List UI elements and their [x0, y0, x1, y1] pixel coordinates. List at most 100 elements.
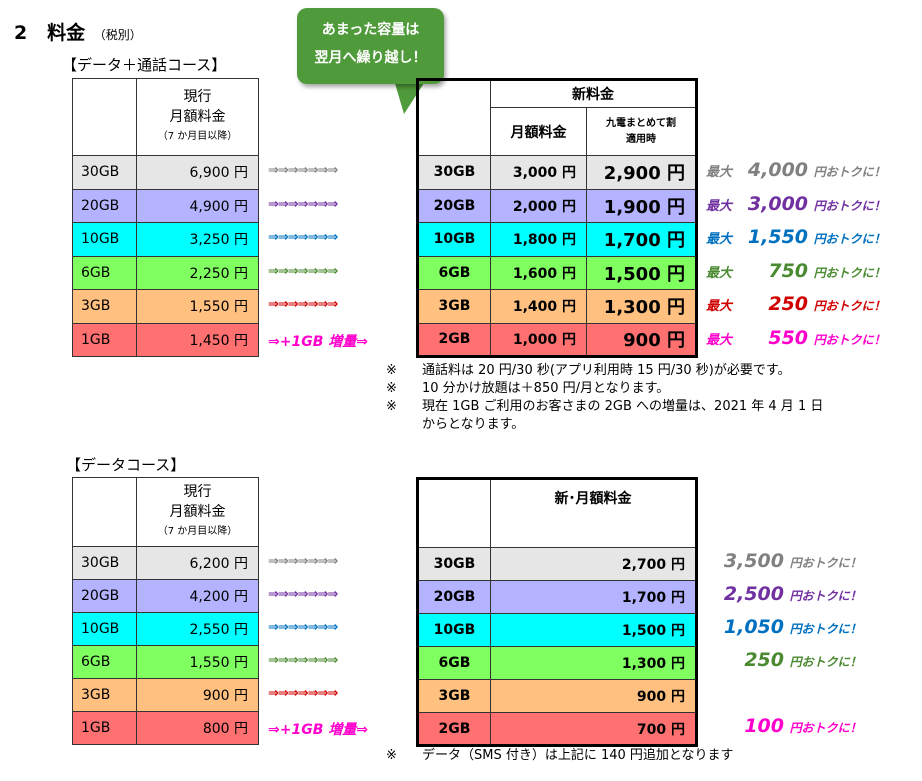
- current-price: 2,250 円: [136, 255, 259, 290]
- new-price: 900 円: [490, 679, 697, 713]
- current-gb: 1GB: [72, 322, 137, 357]
- table-row: 30GB 6,200 円: [72, 546, 259, 580]
- current-gb: 6GB: [72, 645, 137, 679]
- header-line-1: 現行: [183, 89, 212, 105]
- new-gb: 3GB: [417, 289, 491, 324]
- data-course-title: 【データコース】: [66, 456, 186, 474]
- new-gb: 2GB: [417, 322, 491, 357]
- table-row: 6GB 1,300 円: [417, 646, 697, 680]
- arrow-icons: ⇒⇒⇒⇒⇒⇒⇒: [268, 230, 338, 245]
- new-price: 1,500 円: [490, 613, 697, 647]
- discount-price: 1,700 円: [586, 222, 697, 257]
- new-gb: 2GB: [417, 712, 491, 746]
- current-price: 6,200 円: [136, 546, 259, 580]
- table-row: 3GB 1,400 円 1,300 円: [417, 289, 697, 324]
- savings-label: 1,050 円おトクに！: [723, 616, 862, 638]
- data-current-header: 現行 月額料金 （7 か月目以降）: [136, 477, 259, 547]
- savings-label: 100 円おトクに！: [744, 715, 862, 737]
- discount-price: 2,900 円: [586, 155, 697, 190]
- table-row: 3GB 900 円: [72, 678, 259, 712]
- current-gb: 20GB: [72, 579, 137, 613]
- current-gb: 3GB: [72, 678, 137, 712]
- new-gb: 6GB: [417, 646, 491, 680]
- table-row: 20GB 1,700 円: [417, 580, 697, 614]
- current-price: 1,450 円: [136, 322, 259, 357]
- voice-current-header: 現行 月額料金 （7 か月目以降）: [136, 78, 259, 156]
- savings-label: 3,500 円おトクに！: [723, 550, 862, 572]
- voice-current-header-empty: [72, 78, 137, 156]
- current-price: 3,250 円: [136, 222, 259, 257]
- arrow-icons: ⇒⇒⇒⇒⇒⇒⇒: [268, 554, 338, 569]
- voice-notes: ※ 通話料は 20 円/30 秒(アプリ利用時 15 円/30 秒)が必要です。 …: [386, 362, 906, 434]
- voice-current-table: 現行 月額料金 （7 か月目以降） 30GB 6,900 円 20GB 4,900 円…: [72, 78, 259, 357]
- savings-label: 最大 4,000 円おトクに！: [706, 159, 886, 181]
- discount-price: 1,900 円: [586, 188, 697, 223]
- table-row: 10GB 1,800 円 1,700 円: [417, 222, 697, 257]
- note-1: ※ 通話料は 20 円/30 秒(アプリ利用時 15 円/30 秒)が必要です。: [386, 363, 791, 378]
- new-price: 700 円: [490, 712, 697, 746]
- new-gb: 30GB: [417, 547, 491, 581]
- data-notes: ※ データ（SMS 付き）は上記に 140 円追加となります: [386, 747, 906, 765]
- new-price: 1,700 円: [490, 580, 697, 614]
- voice-new-header-empty: [417, 79, 491, 156]
- current-gb: 30GB: [72, 546, 137, 580]
- arrow-icons: ⇒⇒⇒⇒⇒⇒⇒: [268, 587, 338, 602]
- current-price: 4,900 円: [136, 188, 259, 223]
- new-price: 1,600 円: [490, 255, 587, 290]
- table-row: 30GB 6,900 円: [72, 155, 259, 190]
- header-line-2: 月額料金: [169, 504, 226, 520]
- discount-price: 1,300 円: [586, 289, 697, 324]
- data-new-header-empty: [417, 478, 491, 548]
- discount-price: 1,500 円: [586, 255, 697, 290]
- current-price: 900 円: [136, 678, 259, 712]
- discount-line-1: 九電まとめて割: [606, 117, 676, 129]
- current-price: 1,550 円: [136, 289, 259, 324]
- note-3-cont: からとなります。: [422, 417, 525, 432]
- increase-arrow-label: ⇒+1GB 増量⇒: [268, 722, 368, 738]
- data-current-header-empty: [72, 477, 137, 547]
- table-row: 10GB 2,550 円: [72, 612, 259, 646]
- table-row: 3GB 1,550 円: [72, 289, 259, 324]
- voice-new-title: 新料金: [490, 79, 697, 108]
- increase-arrow-label: ⇒+1GB 増量⇒: [268, 333, 368, 350]
- table-row: 10GB 1,500 円: [417, 613, 697, 647]
- arrow-icons: ⇒⇒⇒⇒⇒⇒⇒: [268, 163, 338, 178]
- current-gb: 20GB: [72, 188, 137, 223]
- new-gb: 20GB: [417, 188, 491, 223]
- header-line-3: （7 か月目以降）: [157, 526, 238, 537]
- header-line-1: 現行: [183, 484, 212, 500]
- current-price: 6,900 円: [136, 155, 259, 190]
- table-row: 10GB 3,250 円: [72, 222, 259, 257]
- new-gb: 6GB: [417, 255, 491, 290]
- new-price: 1,300 円: [490, 646, 697, 680]
- new-price: 2,000 円: [490, 188, 587, 223]
- table-row: 30GB 3,000 円 2,900 円: [417, 155, 697, 190]
- new-gb: 10GB: [417, 222, 491, 257]
- note-2: ※ 10 分かけ放題は＋850 円/月となります。: [386, 381, 670, 396]
- discount-line-2: 適用時: [626, 133, 656, 145]
- arrow-icons: ⇒⇒⇒⇒⇒⇒⇒: [268, 620, 338, 635]
- current-price: 2,550 円: [136, 612, 259, 646]
- current-price: 800 円: [136, 711, 259, 745]
- section-number: 2: [14, 22, 28, 44]
- current-gb: 30GB: [72, 155, 137, 190]
- note-3: ※ 現在 1GB ご利用のお客さまの 2GB への増量は、2021 年 4 月 1…: [386, 399, 824, 414]
- savings-label: 最大 550 円おトクに！: [706, 326, 886, 349]
- new-price: 2,700 円: [490, 547, 697, 581]
- table-row: 20GB 4,900 円: [72, 188, 259, 223]
- data-new-table: 新･月額料金 30GB 2,700 円 20GB 1,700 円 10GB 1,500 円…: [416, 477, 698, 747]
- savings-label: 最大 3,000 円おトクに！: [706, 192, 886, 215]
- current-gb: 10GB: [72, 222, 137, 257]
- header-line-3: （7 か月目以降）: [157, 131, 238, 142]
- new-gb: 3GB: [417, 679, 491, 713]
- arrow-icons: ⇒⇒⇒⇒⇒⇒⇒: [268, 686, 338, 701]
- savings-label: 最大 750 円おトクに！: [706, 259, 886, 282]
- data-new-title: 新･月額料金: [490, 478, 697, 548]
- voice-new-discount-header: 九電まとめて割 適用時: [586, 107, 697, 156]
- callout-line-2: 翌月へ繰り越し！: [314, 50, 427, 66]
- arrow-icons: ⇒⇒⇒⇒⇒⇒⇒: [268, 297, 338, 312]
- new-price: 3,000 円: [490, 155, 587, 190]
- rollover-callout: あまった容量は 翌月へ繰り越し！: [297, 8, 444, 84]
- new-gb: 30GB: [417, 155, 491, 190]
